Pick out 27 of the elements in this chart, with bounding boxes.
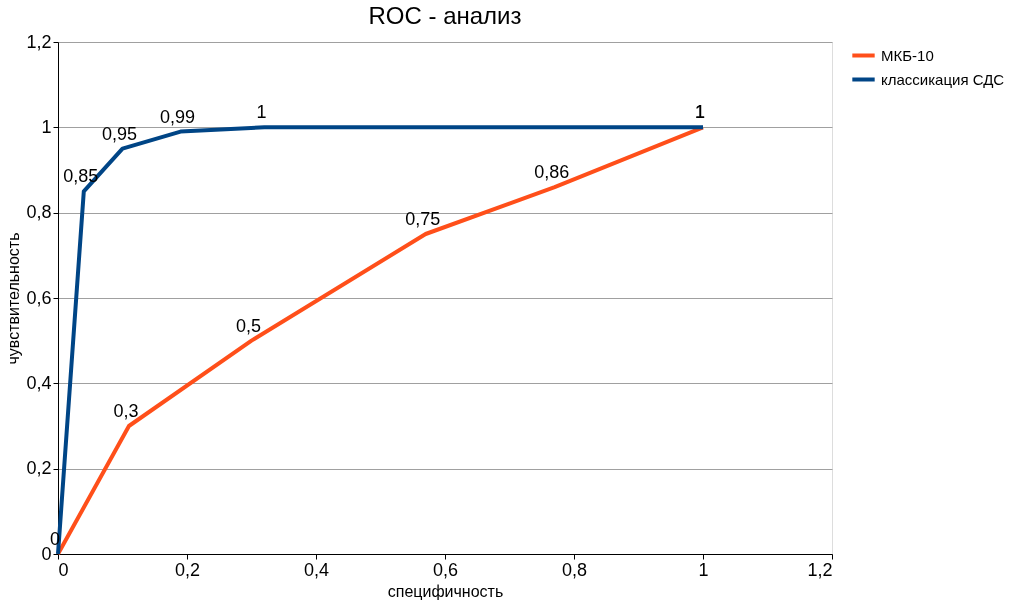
legend-label: классикация СДС xyxy=(881,70,1005,88)
chart-title: ROC - анализ xyxy=(368,2,522,29)
data-label: 0,3 xyxy=(113,401,139,421)
y-tick-label: 0,6 xyxy=(26,287,52,308)
y-tick-label: 1 xyxy=(41,116,52,137)
y-tick-label: 0,8 xyxy=(26,202,52,223)
y-axis-title: чувствительность xyxy=(5,232,23,365)
x-tick-label: 0 xyxy=(58,559,69,580)
legend-label: МКБ-10 xyxy=(881,46,934,64)
data-label: 0,86 xyxy=(534,162,570,183)
x-axis-title: специфичность xyxy=(387,582,504,600)
y-tick-label: 0 xyxy=(41,543,52,564)
data-label: 1 xyxy=(256,102,267,123)
x-tick-label: 0,2 xyxy=(174,559,201,580)
y-tick-label: 0,4 xyxy=(26,372,52,393)
x-tick-label: 0,6 xyxy=(432,559,459,580)
y-tick-label: 1,2 xyxy=(26,31,52,52)
data-label: 0,5 xyxy=(235,315,262,336)
data-label: 0,95 xyxy=(101,123,138,144)
data-label: 1 xyxy=(694,102,706,123)
x-tick-label: 1 xyxy=(698,559,709,580)
x-tick-label: 0,4 xyxy=(303,559,330,580)
y-tick-label: 0,2 xyxy=(26,458,52,479)
data-label: 0,99 xyxy=(160,106,196,127)
x-tick-label: 0,8 xyxy=(561,559,588,580)
data-label: 0,75 xyxy=(405,209,441,229)
x-tick-label: 1,2 xyxy=(807,559,833,580)
